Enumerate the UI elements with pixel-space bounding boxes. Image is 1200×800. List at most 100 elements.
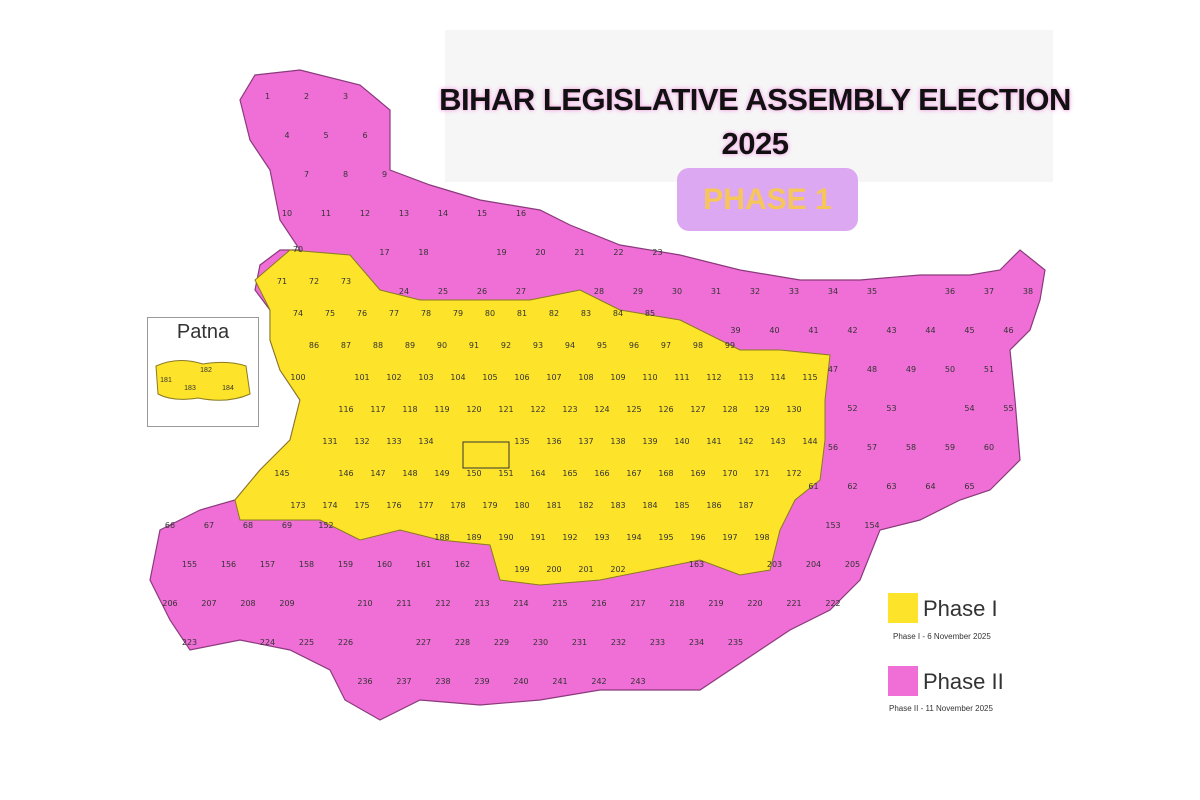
constituency-label: 25: [438, 287, 448, 296]
constituency-label: 123: [562, 405, 577, 414]
constituency-label: 82: [549, 309, 559, 318]
constituency-label: 59: [945, 443, 955, 452]
constituency-label: 200: [546, 565, 561, 574]
constituency-label: 10: [282, 209, 292, 218]
constituency-label: 160: [377, 560, 392, 569]
constituency-label: 13: [399, 209, 409, 218]
constituency-label: 213: [474, 599, 489, 608]
constituency-label: 95: [597, 341, 607, 350]
constituency-label: 30: [672, 287, 682, 296]
legend-swatch: [888, 593, 918, 623]
constituency-label: 241: [552, 677, 567, 686]
constituency-label: 218: [669, 599, 684, 608]
constituency-label: 46: [1003, 326, 1013, 335]
constituency-label: 71: [277, 277, 287, 286]
constituency-label: 137: [578, 437, 593, 446]
constituency-label: 70: [293, 245, 303, 254]
constituency-label: 9: [382, 170, 387, 179]
constituency-label: 154: [864, 521, 879, 530]
constituency-label: 79: [453, 309, 463, 318]
constituency-label: 168: [658, 469, 673, 478]
constituency-label: 138: [610, 437, 625, 446]
constituency-label: 49: [906, 365, 916, 374]
constituency-label: 57: [867, 443, 877, 452]
constituency-label: 209: [279, 599, 294, 608]
constituency-label: 113: [738, 373, 753, 382]
constituency-label: 42: [847, 326, 857, 335]
inset-constituency-label: 181: [160, 377, 172, 384]
constituency-label: 52: [847, 404, 857, 413]
constituency-label: 91: [469, 341, 479, 350]
constituency-label: 203: [767, 560, 782, 569]
constituency-label: 47: [828, 365, 838, 374]
constituency-label: 51: [984, 365, 994, 374]
inset-constituency-label: 184: [222, 385, 234, 392]
constituency-label: 125: [626, 405, 641, 414]
constituency-label: 74: [293, 309, 303, 318]
constituency-label: 195: [658, 533, 673, 542]
constituency-label: 7: [304, 170, 309, 179]
constituency-label: 69: [282, 521, 292, 530]
constituency-label: 220: [747, 599, 762, 608]
constituency-label: 222: [825, 599, 840, 608]
constituency-label: 192: [562, 533, 577, 542]
constituency-label: 176: [386, 501, 401, 510]
constituency-label: 233: [650, 638, 665, 647]
constituency-label: 197: [722, 533, 737, 542]
constituency-label: 234: [689, 638, 704, 647]
constituency-label: 83: [581, 309, 591, 318]
inset-region: [155, 360, 251, 401]
constituency-label: 31: [711, 287, 721, 296]
title-backdrop: [445, 30, 1053, 182]
constituency-label: 153: [825, 521, 840, 530]
constituency-label: 132: [354, 437, 369, 446]
constituency-label: 19: [496, 248, 506, 257]
constituency-label: 86: [309, 341, 319, 350]
constituency-label: 110: [642, 373, 657, 382]
constituency-label: 173: [290, 501, 305, 510]
constituency-label: 29: [633, 287, 643, 296]
constituency-label: 107: [546, 373, 561, 382]
constituency-label: 163: [689, 560, 704, 569]
constituency-label: 17: [379, 248, 389, 257]
constituency-label: 227: [416, 638, 431, 647]
constituency-label: 88: [373, 341, 383, 350]
constituency-label: 159: [338, 560, 353, 569]
constituency-label: 145: [274, 469, 289, 478]
constituency-label: 232: [611, 638, 626, 647]
constituency-label: 231: [572, 638, 587, 647]
constituency-label: 54: [964, 404, 974, 413]
constituency-label: 64: [925, 482, 935, 491]
constituency-label: 90: [437, 341, 447, 350]
constituency-label: 98: [693, 341, 703, 350]
constituency-label: 147: [370, 469, 385, 478]
constituency-label: 204: [806, 560, 821, 569]
constituency-label: 36: [945, 287, 955, 296]
constituency-label: 67: [204, 521, 214, 530]
constituency-label: 242: [591, 677, 606, 686]
constituency-label: 22: [613, 248, 623, 257]
constituency-label: 235: [728, 638, 743, 647]
constituency-label: 190: [498, 533, 513, 542]
constituency-label: 33: [789, 287, 799, 296]
inset-constituency-label: 182: [200, 367, 212, 374]
constituency-label: 93: [533, 341, 543, 350]
constituency-label: 166: [594, 469, 609, 478]
constituency-label: 201: [578, 565, 593, 574]
constituency-label: 6: [362, 131, 367, 140]
constituency-label: 171: [754, 469, 769, 478]
constituency-label: 141: [706, 437, 721, 446]
constituency-label: 185: [674, 501, 689, 510]
constituency-label: 175: [354, 501, 369, 510]
constituency-label: 21: [574, 248, 584, 257]
inset-constituency-label: 183: [184, 385, 196, 392]
constituency-label: 78: [421, 309, 431, 318]
constituency-label: 228: [455, 638, 470, 647]
constituency-label: 180: [514, 501, 529, 510]
constituency-label: 130: [786, 405, 801, 414]
constituency-label: 208: [240, 599, 255, 608]
constituency-label: 206: [162, 599, 177, 608]
patna-inset: Patna 181 182 183 184: [147, 317, 259, 427]
constituency-label: 143: [770, 437, 785, 446]
constituency-label: 61: [808, 482, 818, 491]
